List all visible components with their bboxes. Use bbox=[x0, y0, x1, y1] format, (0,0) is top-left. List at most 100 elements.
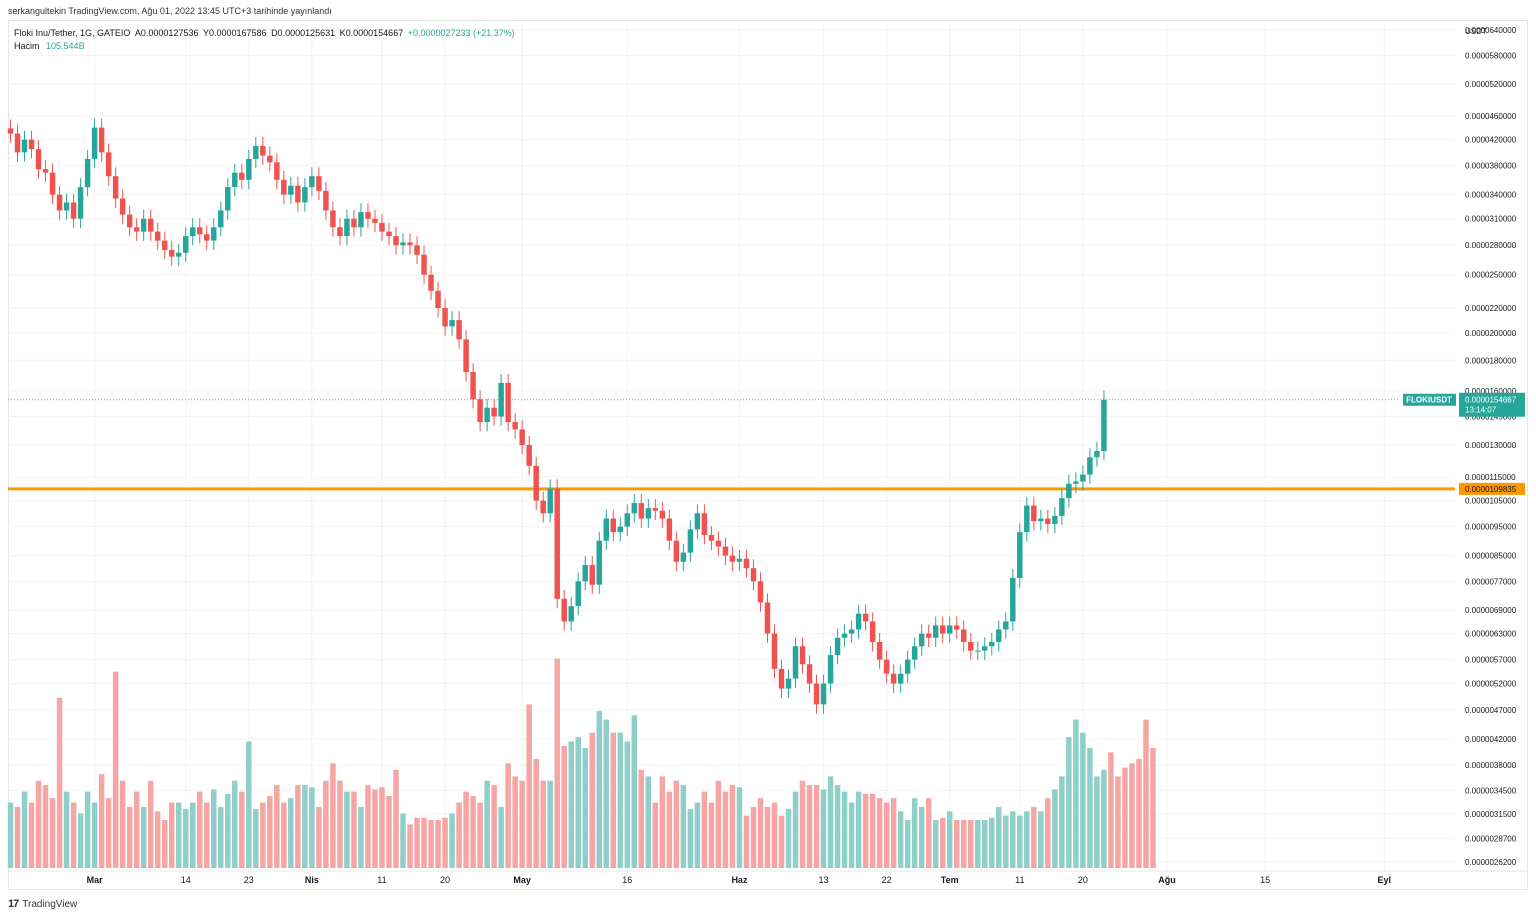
candle-body bbox=[98, 127, 105, 153]
candle-body bbox=[112, 176, 119, 199]
volume-bar bbox=[750, 806, 757, 868]
candle bbox=[778, 659, 785, 698]
candle bbox=[652, 499, 659, 520]
candle-body bbox=[407, 242, 413, 246]
candle-body bbox=[140, 218, 147, 232]
candle bbox=[498, 373, 504, 426]
volume-bar bbox=[1059, 776, 1065, 868]
volume-bar bbox=[288, 798, 294, 868]
price-tick-label: 0.0000460000 bbox=[1465, 112, 1517, 121]
candle bbox=[638, 494, 645, 528]
candle bbox=[175, 243, 182, 266]
price-tick-label: 0.0000130000 bbox=[1465, 441, 1517, 450]
candle bbox=[358, 203, 364, 237]
volume-bar bbox=[876, 798, 883, 868]
volume-bar bbox=[477, 802, 483, 868]
volume-bar bbox=[1010, 811, 1016, 868]
volume-bar bbox=[175, 802, 182, 868]
time-tick-label: 11 bbox=[1015, 875, 1024, 885]
candle bbox=[982, 637, 988, 660]
candle-body bbox=[561, 598, 567, 622]
volume-bar bbox=[358, 806, 364, 868]
price-tick-label: 0.0000250000 bbox=[1465, 271, 1517, 280]
candle bbox=[28, 130, 35, 159]
candle bbox=[1080, 465, 1086, 491]
volume-bar bbox=[996, 806, 1002, 868]
candle-body bbox=[274, 162, 280, 180]
candle bbox=[56, 185, 63, 220]
candle-body bbox=[876, 641, 883, 660]
volume-bar bbox=[1073, 719, 1079, 868]
volume-bars bbox=[7, 658, 1156, 868]
candle bbox=[491, 398, 497, 426]
volume-bar bbox=[708, 802, 715, 868]
candle bbox=[344, 209, 350, 246]
volume-bar bbox=[393, 769, 399, 868]
candle bbox=[785, 669, 792, 698]
volume-bar bbox=[904, 820, 911, 868]
candle bbox=[421, 245, 427, 285]
volume-bar bbox=[1045, 798, 1051, 868]
candle bbox=[98, 118, 105, 162]
candle-body bbox=[778, 668, 785, 689]
volume-bar bbox=[771, 802, 778, 868]
candle-body bbox=[42, 169, 49, 173]
volume-bar bbox=[589, 732, 595, 868]
candle-body bbox=[35, 149, 42, 170]
volume-bar bbox=[119, 780, 126, 868]
candle bbox=[813, 674, 820, 714]
candle-body bbox=[1010, 577, 1016, 622]
price-tick-label: 0.0000640000 bbox=[1465, 26, 1517, 35]
volume-bar bbox=[848, 802, 855, 868]
candle bbox=[876, 633, 883, 669]
candle-body bbox=[218, 210, 224, 228]
candle bbox=[939, 616, 946, 643]
volume-bar bbox=[827, 776, 834, 868]
volume-bar bbox=[407, 824, 413, 868]
volume-bar bbox=[1052, 789, 1058, 868]
volume-bar bbox=[968, 820, 974, 868]
candle-body bbox=[526, 444, 532, 466]
candle-body bbox=[708, 534, 715, 541]
candle bbox=[1045, 509, 1051, 534]
candle bbox=[239, 163, 245, 190]
volume-bar bbox=[799, 780, 806, 868]
candle-body bbox=[386, 231, 392, 237]
candle bbox=[519, 420, 525, 455]
volume-bar bbox=[372, 789, 378, 868]
volume-bar bbox=[112, 671, 119, 868]
candle bbox=[771, 624, 778, 679]
candle-body bbox=[358, 212, 364, 228]
candle-body bbox=[400, 242, 406, 246]
candle bbox=[484, 398, 490, 432]
volume-bar bbox=[63, 791, 70, 868]
volume-bar bbox=[652, 802, 659, 868]
candle-body bbox=[715, 540, 722, 547]
last-price-tag bbox=[1459, 392, 1525, 417]
candle bbox=[975, 641, 981, 660]
price-tick-label: 0.0000520000 bbox=[1465, 80, 1517, 89]
candle bbox=[505, 373, 511, 432]
candle-body bbox=[568, 606, 574, 622]
candle-body bbox=[105, 152, 112, 177]
volume-bar bbox=[154, 811, 161, 868]
price-tick-label: 0.0000420000 bbox=[1465, 136, 1517, 145]
candles bbox=[7, 118, 1107, 714]
candle bbox=[154, 222, 161, 250]
candle bbox=[351, 209, 357, 237]
volume-bar bbox=[197, 791, 203, 868]
level-tag-label: 0.0000109835 bbox=[1465, 485, 1517, 494]
volume-bar bbox=[701, 791, 708, 868]
volume-bar bbox=[498, 806, 504, 868]
volume-bar bbox=[1108, 752, 1114, 868]
candle bbox=[1038, 509, 1044, 531]
candle-body bbox=[414, 245, 420, 255]
candle-body bbox=[84, 158, 91, 188]
candle-body bbox=[617, 526, 624, 533]
volume-bar bbox=[386, 796, 392, 868]
volume-bar bbox=[232, 780, 238, 868]
candle bbox=[918, 624, 925, 656]
candle bbox=[1059, 489, 1065, 526]
